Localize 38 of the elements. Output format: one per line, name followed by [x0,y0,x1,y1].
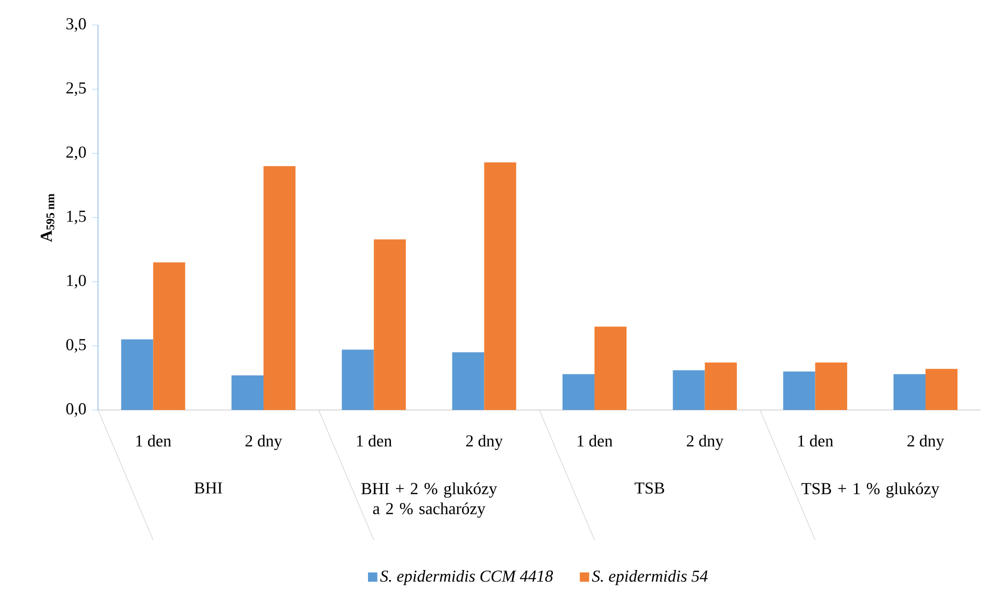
bar [153,262,186,410]
y-tick-label: 1,5 [67,210,86,224]
x-tick-label: 2 dny [245,434,282,450]
y-tick-label: 2,5 [66,82,86,96]
bar [672,370,705,410]
x-tick-label: 1 den [578,434,613,447]
y-tick-label: 2,0 [66,146,86,160]
x-tick-label: 2 dny [466,434,503,450]
x-tick-label: 1 den [357,434,392,447]
text: TSB [634,482,664,494]
y-axis-title: A$_{595 nm}$ [40,194,54,242]
bar [374,239,406,410]
legend-label: S. epidermidis CCM 4418 [380,570,553,586]
bar [484,162,516,410]
bar [232,375,264,410]
y-tick-label: 3,0 [66,18,86,32]
y-tick-label: 0,5 [66,339,86,353]
text: BHI [194,482,222,494]
bar [894,374,926,410]
text: TSB + 1 % glukózy [802,482,940,498]
x-tick-label: 2 dny [686,434,724,450]
x-tick-label: 1 den [136,434,172,447]
bar [121,339,154,410]
bar [452,352,484,410]
bar [926,368,958,410]
bar [594,326,627,410]
bar [562,374,595,410]
bar [783,372,816,410]
x-tick-label: 2 dny [907,434,944,450]
x-tick-label: 1 den [798,434,834,447]
legend-label: S. epidermidis 54 [592,570,708,586]
bar [342,350,374,410]
bar [704,362,737,410]
bar [815,362,848,410]
bar [264,166,296,410]
y-tick-label: 1,0 [67,274,86,288]
y-tick-label: 0,0 [66,403,86,417]
text: BHI + 2 % glukózy a 2 % sacharózy [361,482,498,518]
